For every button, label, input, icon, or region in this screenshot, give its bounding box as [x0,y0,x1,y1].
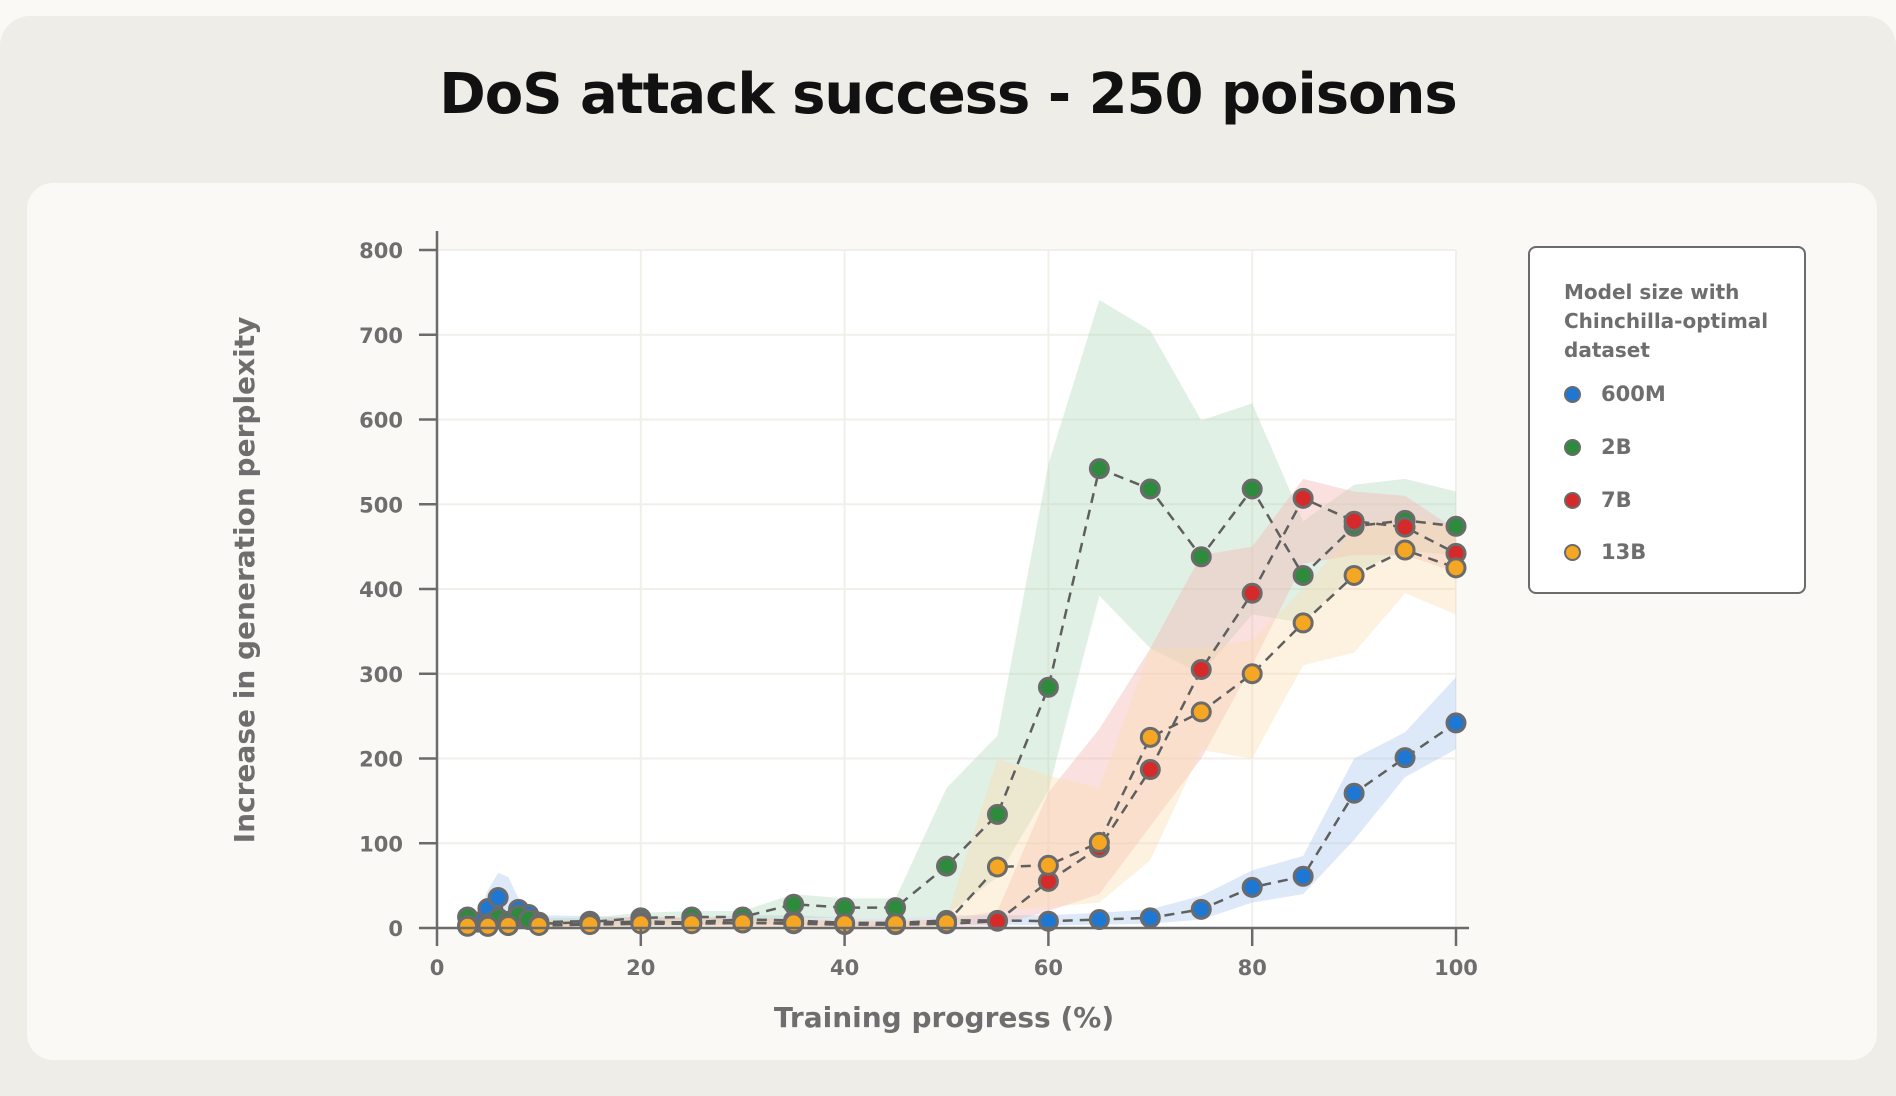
point-600m [1088,909,1110,931]
point-2b [1241,478,1263,500]
point-13b [1088,831,1110,853]
band-2b [467,300,1456,928]
legend-label: 13B [1601,540,1647,564]
legend-item-2b: 2B [1564,432,1632,462]
x-tick-label: 100 [1434,956,1478,980]
point-7b [1139,759,1161,781]
point-7b [1343,510,1365,532]
x-tick-label: 0 [430,956,445,980]
legend-title-line: Chinchilla-optimal [1564,309,1769,333]
point-13b [1139,726,1161,748]
point-13b [497,914,519,936]
point-13b [1241,663,1263,685]
point-13b [681,913,703,935]
y-tick-label: 500 [359,493,403,517]
legend: Model size with Chinchilla-optimal datas… [1528,246,1806,594]
x-tick-label: 40 [830,956,859,980]
point-13b [1394,539,1416,561]
y-tick-label: 0 [388,917,403,941]
legend-title-line: Model size with [1564,280,1740,304]
point-13b [1190,701,1212,723]
x-tick-label: 60 [1034,956,1063,980]
point-13b [457,915,479,937]
point-2b [1292,564,1314,586]
band-13b [467,512,1456,928]
y-tick-label: 200 [359,748,403,772]
point-13b [1445,557,1467,579]
point-600m [1292,865,1314,887]
point-13b [885,913,907,935]
grid [437,249,1457,928]
point-13b [1037,854,1059,876]
legend-item-7b: 7B [1564,485,1632,515]
point-2b [986,803,1008,825]
axes: 0 20 40 60 80 100 0 100 200 300 400 500 600 700 800 [359,231,1478,980]
legend-title-line: dataset [1564,338,1650,362]
x-tick-label: 80 [1238,956,1267,980]
point-13b [477,915,499,937]
point-13b [1343,564,1365,586]
point-600m [1394,747,1416,769]
legend-dot-icon [1564,491,1581,509]
point-600m [1139,907,1161,929]
x-axis-label: Training progress (%) [774,1001,1114,1034]
y-tick-label: 600 [359,409,403,433]
line-7b [467,496,1457,928]
band-7b [467,478,1456,928]
point-600m [1343,782,1365,804]
point-2b [936,855,957,877]
point-7b [1241,582,1263,604]
point-600m [1190,898,1212,920]
point-13b [1292,612,1314,634]
point-13b [528,914,550,936]
point-7b [1394,516,1416,538]
legend-label: 7B [1601,488,1632,512]
legend-label: 2B [1601,435,1632,459]
y-tick-label: 800 [359,239,403,263]
point-600m [1445,712,1467,734]
y-tick-label: 700 [359,324,403,348]
point-2b [1190,546,1212,568]
point-7b [1292,487,1314,509]
legend-item-600m: 600M [1564,379,1666,409]
point-2b [783,893,805,915]
legend-dot-icon [1564,543,1581,561]
chart-title: DoS attack success - 250 poisons [439,62,1457,127]
point-2b [1445,515,1467,537]
legend-title: Model size with Chinchilla-optimal datas… [1564,278,1804,365]
legend-dot-icon [1564,438,1581,456]
legend-label: 600M [1601,382,1666,406]
y-tick-label: 100 [359,832,403,856]
error-bands [467,300,1456,928]
legend-dot-icon [1564,385,1581,403]
y-axis-label: Increase in generation perplexity [228,317,261,844]
point-2b [1037,676,1059,698]
point-13b [986,856,1008,878]
x-tick-label: 20 [626,956,655,980]
y-tick-label: 400 [359,578,403,602]
point-7b [1190,659,1212,681]
point-2b [1139,478,1161,500]
point-2b [1088,458,1110,480]
chart-plot: 0 20 40 60 80 100 0 100 200 300 400 500 600 700 800 Tr… [228,231,1478,1034]
point-7b [986,910,1008,932]
point-600m [487,886,509,908]
y-tick-label: 300 [359,663,403,687]
point-600m [1241,876,1263,898]
legend-item-13b: 13B [1564,537,1646,567]
point-13b [579,914,601,936]
